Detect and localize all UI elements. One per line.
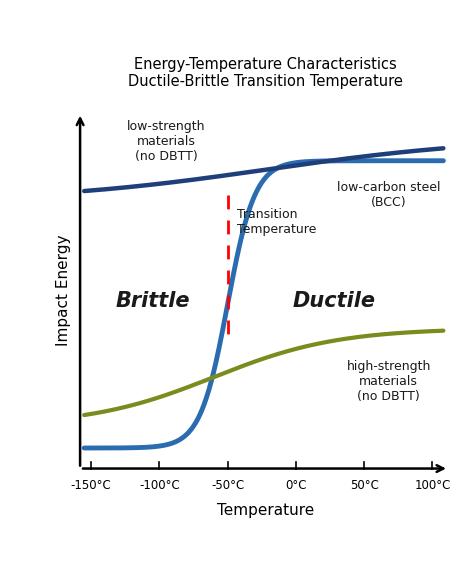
Text: Temperature: Temperature [217,503,314,518]
Text: Ductile: Ductile [292,291,375,311]
Text: high-strength
materials
(no DBTT): high-strength materials (no DBTT) [346,360,431,403]
Text: low-carbon steel
(BCC): low-carbon steel (BCC) [337,181,440,209]
Text: -150°C: -150°C [71,479,111,492]
Text: Impact Energy: Impact Energy [56,235,71,347]
Text: Transition
Temperature: Transition Temperature [237,208,317,237]
Text: low-strength
materials
(no DBTT): low-strength materials (no DBTT) [127,120,205,164]
Text: -100°C: -100°C [139,479,180,492]
Text: Energy-Temperature Characteristics
Ductile-Brittle Transition Temperature: Energy-Temperature Characteristics Ducti… [128,56,403,89]
Text: 100°C: 100°C [414,479,451,492]
Text: -50°C: -50°C [211,479,244,492]
Text: 50°C: 50°C [350,479,379,492]
Text: 0°C: 0°C [285,479,307,492]
Text: Brittle: Brittle [115,291,190,311]
